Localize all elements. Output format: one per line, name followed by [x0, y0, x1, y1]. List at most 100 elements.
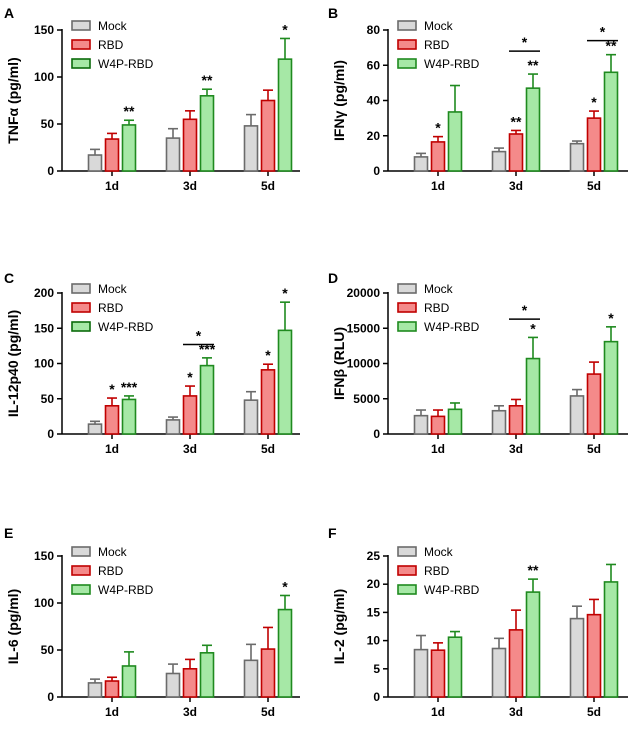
- y-tick-label: 5: [373, 662, 380, 676]
- y-tick-label: 80: [367, 23, 381, 37]
- legend-label-rbd: RBD: [98, 564, 124, 578]
- bar-w4p-5d: [603, 340, 619, 435]
- bar-mock-5d: [243, 399, 259, 435]
- y-tick-label: 50: [41, 643, 55, 657]
- bar-rbd-5d: [260, 369, 276, 435]
- significance-mark: *: [187, 369, 193, 385]
- bracket-significance-mark: *: [600, 24, 606, 40]
- x-tick-label: 1d: [105, 705, 119, 719]
- legend-swatch-mock: [71, 20, 91, 31]
- legend-swatch-mock: [71, 546, 91, 557]
- significance-mark: *: [282, 21, 288, 37]
- bar-w4p-1d: [447, 111, 463, 172]
- bracket-significance-mark: *: [196, 327, 202, 343]
- bar-mock-5d: [569, 142, 585, 172]
- panel-label: C: [4, 270, 14, 286]
- x-tick-label: 3d: [509, 179, 523, 193]
- x-tick-label: 5d: [587, 179, 601, 193]
- x-tick-label: 3d: [509, 442, 523, 456]
- bar-w4p-1d: [121, 398, 137, 435]
- bar-mock-5d: [243, 659, 259, 698]
- bar-rbd-3d: [182, 118, 198, 172]
- y-tick-label: 50: [41, 392, 55, 406]
- bar-mock-3d: [491, 647, 507, 698]
- legend-label-w4p: W4P-RBD: [98, 583, 154, 597]
- y-axis-label: IL-6 (pg/ml): [5, 589, 21, 664]
- panel-label: B: [328, 5, 338, 21]
- bar-rbd-1d: [104, 680, 120, 698]
- legend-label-rbd: RBD: [98, 301, 124, 315]
- bar-w4p-1d: [121, 124, 137, 172]
- y-tick-label: 60: [367, 58, 381, 72]
- legend-swatch-w4p: [397, 58, 417, 69]
- y-axis-label: TNFα (pg/ml): [5, 57, 21, 143]
- bar-rbd-3d: [182, 667, 198, 698]
- legend-swatch-mock: [397, 20, 417, 31]
- bar-rbd-1d: [430, 415, 446, 435]
- bar-mock-3d: [165, 672, 181, 698]
- legend-swatch-rbd: [397, 565, 417, 576]
- legend-label-w4p: W4P-RBD: [424, 57, 480, 71]
- significance-mark: *: [282, 578, 288, 594]
- x-tick-label: 1d: [431, 179, 445, 193]
- x-tick-label: 5d: [261, 179, 275, 193]
- significance-mark: *: [530, 320, 536, 336]
- y-axis-label: IFNβ (RLU): [331, 327, 347, 400]
- y-tick-label: 15000: [347, 321, 381, 335]
- y-tick-label: 20000: [347, 286, 381, 300]
- legend-label-w4p: W4P-RBD: [98, 57, 154, 71]
- y-tick-label: 15: [367, 605, 381, 619]
- legend-label-mock: Mock: [424, 545, 454, 559]
- y-tick-label: 200: [34, 286, 54, 300]
- bar-w4p-3d: [199, 652, 215, 698]
- y-tick-label: 0: [47, 690, 54, 704]
- significance-mark: **: [202, 72, 213, 88]
- bar-rbd-1d: [430, 649, 446, 698]
- bar-mock-5d: [569, 617, 585, 698]
- y-tick-label: 150: [34, 549, 54, 563]
- bar-w4p-3d: [525, 591, 541, 698]
- significance-mark: ***: [121, 379, 138, 395]
- y-tick-label: 100: [34, 596, 54, 610]
- chart-panel-f: F IL-2 (pg/ml) 0 5 10 15 20 25 1d 3d 5d ** Mock RBD W4…: [328, 525, 628, 719]
- legend-label-w4p: W4P-RBD: [424, 320, 480, 334]
- bar-mock-3d: [491, 409, 507, 435]
- x-tick-label: 1d: [105, 179, 119, 193]
- legend-label-rbd: RBD: [98, 38, 124, 52]
- significance-mark: *: [109, 381, 115, 397]
- y-tick-label: 0: [373, 427, 380, 441]
- legend-swatch-w4p: [71, 321, 91, 332]
- bar-w4p-5d: [277, 329, 293, 435]
- y-tick-label: 25: [367, 549, 381, 563]
- y-tick-label: 0: [47, 164, 54, 178]
- y-tick-label: 0: [47, 427, 54, 441]
- legend-label-mock: Mock: [424, 19, 454, 33]
- legend-swatch-w4p: [71, 584, 91, 595]
- x-tick-label: 5d: [587, 442, 601, 456]
- panel-label: E: [4, 525, 13, 541]
- y-tick-label: 50: [41, 117, 55, 131]
- bar-rbd-5d: [586, 373, 602, 435]
- panel-label: A: [4, 5, 14, 21]
- bar-rbd-5d: [586, 117, 602, 172]
- x-tick-label: 3d: [183, 442, 197, 456]
- x-tick-label: 5d: [261, 705, 275, 719]
- y-tick-label: 100: [34, 70, 54, 84]
- legend-label-rbd: RBD: [424, 38, 450, 52]
- significance-mark: *: [591, 94, 597, 110]
- legend-label-w4p: W4P-RBD: [424, 583, 480, 597]
- bar-rbd-3d: [508, 629, 524, 698]
- bar-rbd-3d: [508, 133, 524, 172]
- y-tick-label: 10000: [347, 357, 381, 371]
- bar-rbd-5d: [586, 613, 602, 698]
- legend-label-rbd: RBD: [424, 301, 450, 315]
- y-tick-label: 10: [367, 634, 381, 648]
- bar-mock-3d: [491, 150, 507, 172]
- bar-w4p-5d: [603, 71, 619, 172]
- x-tick-label: 1d: [105, 442, 119, 456]
- legend-label-rbd: RBD: [424, 564, 450, 578]
- bar-w4p-5d: [277, 58, 293, 172]
- bar-mock-1d: [87, 154, 103, 172]
- bar-w4p-3d: [199, 364, 215, 435]
